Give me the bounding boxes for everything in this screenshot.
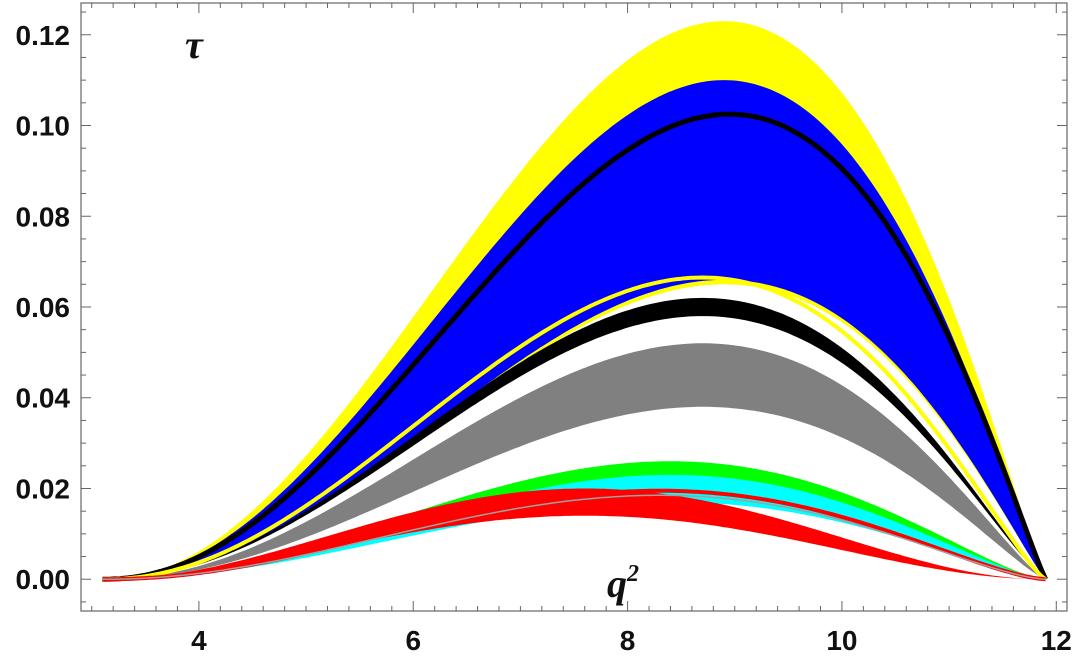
x-tick-label: 6	[405, 625, 421, 656]
x-axis-label-base: q	[607, 561, 627, 606]
tick-labels-layer: 4 6 8 10 12 0.00 0.02 0.04 0.06 0.08 0.10 0.12	[16, 20, 1072, 656]
lines-layer	[102, 111, 1048, 582]
band-4	[102, 461, 1046, 580]
y-tick-label: 0.02	[16, 473, 71, 504]
band-1	[102, 80, 1046, 580]
ticks-layer	[81, 3, 1067, 611]
x-tick-label: 4	[191, 625, 207, 656]
y-tick-label: 0.06	[16, 292, 71, 323]
y-tick-label: 0.00	[16, 564, 71, 595]
x-tick-label: 10	[826, 625, 857, 656]
band-3	[102, 343, 1046, 580]
x-axis-label-superscript: 2	[626, 561, 639, 587]
line-0	[102, 111, 1048, 582]
x-axis-label: q2	[607, 561, 639, 606]
band-5	[102, 474, 1046, 580]
y-tick-label: 0.12	[16, 20, 71, 51]
bands-layer	[102, 21, 1046, 580]
x-tick-label: 8	[620, 625, 636, 656]
band-6	[102, 488, 1046, 580]
line-1	[102, 275, 1047, 582]
line-3	[102, 494, 1046, 580]
x-tick-label: 12	[1041, 625, 1072, 656]
y-axis-label: τ	[185, 22, 204, 67]
y-tick-label: 0.04	[16, 383, 71, 414]
y-tick-label: 0.08	[16, 201, 71, 232]
line-2	[102, 488, 1046, 582]
y-tick-label: 0.10	[16, 111, 71, 142]
